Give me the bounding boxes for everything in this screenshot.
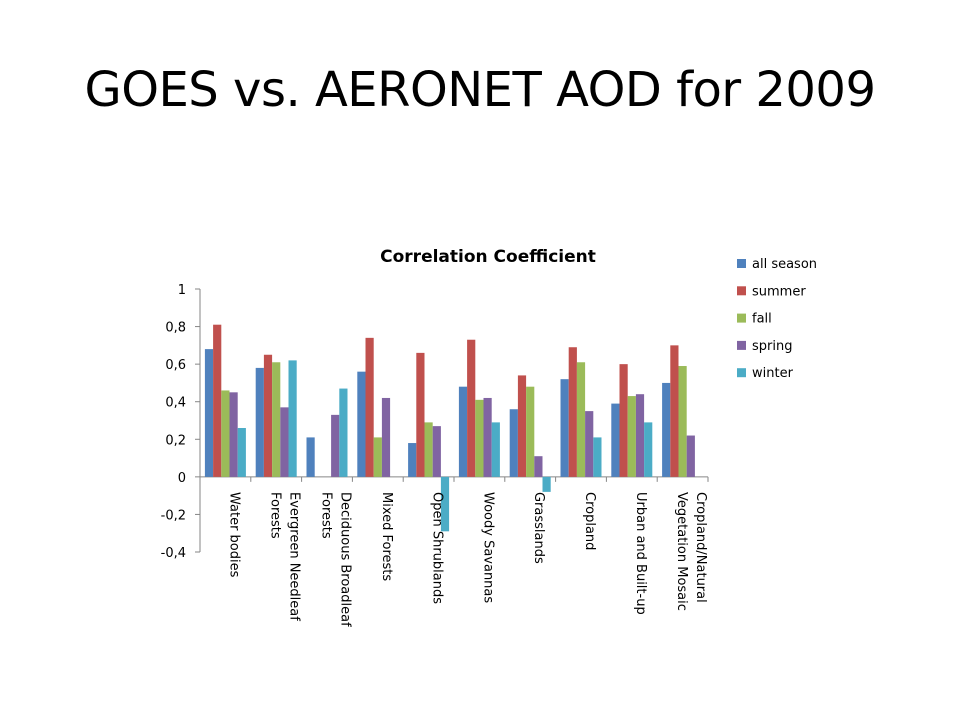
legend-swatch bbox=[737, 340, 746, 350]
x-tick-label: Grasslands bbox=[531, 492, 546, 564]
y-tick-label: 0,2 bbox=[165, 433, 186, 448]
y-axis: -0,4 -0,2 0 0,2 0,4 0,6 0,8 1 bbox=[161, 283, 201, 561]
bar bbox=[365, 337, 374, 477]
slide-title: GOES vs. AERONET AOD for 2009 bbox=[84, 62, 876, 118]
bar bbox=[458, 386, 468, 477]
bar bbox=[585, 411, 594, 477]
x-tick-label: Forests bbox=[319, 492, 334, 539]
bar bbox=[432, 426, 441, 477]
legend-swatch bbox=[737, 259, 746, 268]
bar bbox=[221, 390, 230, 477]
bar bbox=[255, 367, 264, 477]
x-tick-label: Cropland bbox=[582, 492, 597, 550]
bar bbox=[213, 324, 222, 477]
chart-title: Correlation Coefficient bbox=[380, 247, 596, 267]
bar bbox=[517, 375, 527, 477]
y-tick-label: 1 bbox=[178, 283, 186, 298]
x-tick-label: Urban and Built-up bbox=[633, 492, 648, 615]
bar bbox=[542, 476, 551, 492]
x-tick-label: Open Shrublands bbox=[430, 492, 445, 604]
x-tick-label: Evergreen Needleaf bbox=[287, 492, 302, 621]
legend-label: fall bbox=[752, 312, 772, 327]
x-tick-label: Mixed Forests bbox=[379, 492, 394, 581]
bar bbox=[644, 422, 653, 477]
bar bbox=[331, 414, 340, 477]
x-tick-label: Deciduous Broadleaf bbox=[338, 492, 353, 627]
bar bbox=[263, 354, 273, 477]
bar bbox=[381, 397, 391, 477]
bar bbox=[576, 362, 586, 477]
bar bbox=[339, 388, 348, 477]
bar bbox=[424, 422, 433, 477]
bar bbox=[593, 437, 602, 477]
legend-label: all season bbox=[752, 257, 817, 272]
bar bbox=[408, 443, 417, 477]
bar bbox=[534, 456, 543, 477]
x-axis bbox=[199, 476, 709, 482]
bar bbox=[229, 392, 238, 477]
y-tick-label: 0,6 bbox=[165, 358, 186, 373]
bar bbox=[272, 362, 281, 477]
bar bbox=[670, 345, 679, 477]
bar bbox=[686, 435, 695, 477]
y-tick-label: -0,4 bbox=[161, 546, 186, 561]
legend-swatch bbox=[737, 286, 746, 296]
bar bbox=[678, 366, 687, 477]
legend-swatch bbox=[737, 368, 746, 378]
bar bbox=[509, 409, 518, 477]
bar bbox=[475, 399, 484, 477]
bar bbox=[373, 437, 382, 477]
bar bbox=[467, 339, 476, 477]
bar bbox=[560, 379, 569, 477]
x-tick-label: Cropland/Natural bbox=[693, 492, 708, 603]
y-tick-label: 0,4 bbox=[165, 396, 186, 411]
x-tick-label: Forests bbox=[268, 492, 283, 539]
bar bbox=[627, 396, 636, 477]
bar bbox=[568, 347, 577, 477]
bar bbox=[526, 386, 535, 477]
bar bbox=[440, 476, 450, 532]
x-tick-label: Woody Savannas bbox=[480, 492, 495, 603]
bar bbox=[288, 360, 297, 477]
bar bbox=[662, 382, 671, 477]
legend-label: spring bbox=[752, 339, 792, 354]
x-tick-label: Vegetation Mosaic bbox=[674, 492, 689, 611]
bar bbox=[416, 352, 425, 477]
legend-label: summer bbox=[752, 284, 806, 299]
bar bbox=[491, 422, 500, 477]
x-tick-label: Water bodies bbox=[226, 492, 241, 578]
bar bbox=[619, 364, 628, 477]
bar bbox=[280, 407, 289, 477]
bars bbox=[204, 324, 695, 532]
y-tick-label: -0,2 bbox=[161, 508, 186, 523]
legend-swatch bbox=[737, 313, 746, 323]
bar bbox=[237, 428, 246, 477]
y-tick-label: 0 bbox=[178, 471, 186, 486]
legend: all season summer fall spring winter bbox=[737, 257, 817, 381]
bar bbox=[635, 394, 645, 477]
bar bbox=[306, 437, 315, 477]
bar bbox=[483, 397, 492, 477]
x-tick-labels: Water bodies Evergreen Needleaf Forests Dec… bbox=[226, 492, 708, 627]
bar bbox=[611, 403, 620, 477]
bar bbox=[204, 349, 214, 477]
bar bbox=[357, 371, 366, 477]
y-tick-label: 0,8 bbox=[165, 321, 186, 336]
legend-label: winter bbox=[752, 366, 794, 381]
